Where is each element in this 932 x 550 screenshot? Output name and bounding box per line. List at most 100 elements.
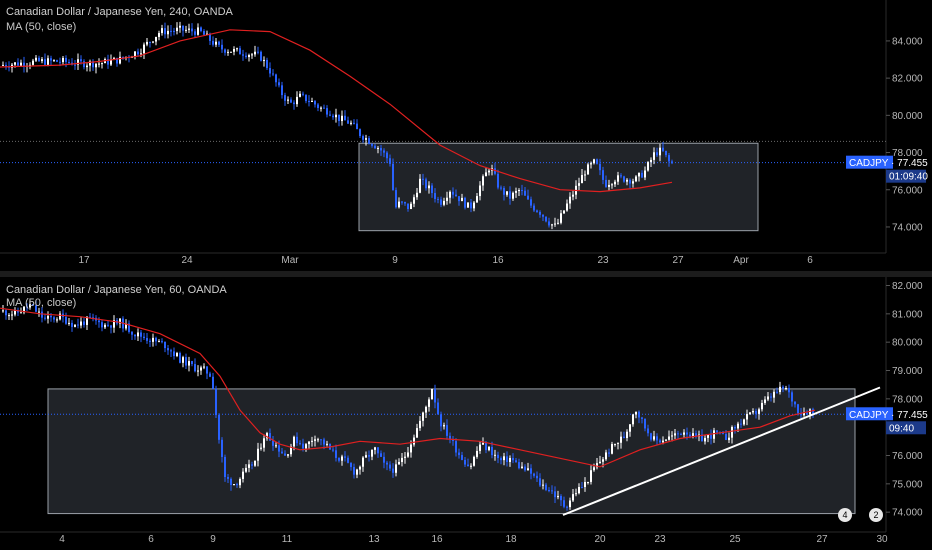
candle [446,191,448,205]
candle-body [623,436,625,439]
candle [260,50,262,62]
candle [401,453,403,467]
candle-body [662,440,664,443]
candle-body [377,148,379,150]
candle-body [422,178,424,180]
candle-body [500,187,502,189]
candle-body [47,58,49,65]
candle [524,464,526,472]
candle [329,110,331,117]
chart-panel-60[interactable]: 82.00081.00080.00079.00078.00077.00076.0… [0,277,932,550]
candle-body [200,27,202,32]
candle-body [302,443,304,449]
price-chart-60[interactable]: 82.00081.00080.00079.00078.00077.00076.0… [0,277,932,550]
candle-body [317,439,319,441]
candle-body [539,211,541,215]
candle [401,200,403,205]
candle-body [626,431,628,439]
candle [746,409,748,426]
candle [497,169,499,190]
candle-body [464,197,466,208]
alert-icon[interactable]: 4 [838,508,852,522]
candle-body [83,61,85,68]
candle [467,202,469,208]
x-tick-label: 23 [597,255,609,266]
candle [134,334,136,340]
candle [671,431,673,442]
candle [188,23,190,33]
candle [509,186,511,205]
candle-body [773,391,775,398]
candle [167,25,169,39]
candle-body [293,436,295,447]
candle-body [557,222,559,224]
candle-body [113,320,115,328]
candle-body [668,436,670,440]
candle-body [365,455,367,458]
candle-body [167,348,169,351]
candle-body [257,51,259,53]
candle-body [281,85,283,96]
candle [683,429,685,439]
candle [287,96,289,104]
candle [782,385,784,393]
candle [578,177,580,191]
candle-body [803,412,805,416]
candle-body [410,203,412,210]
notes-icon[interactable]: 2 [869,508,883,522]
candle-body [581,175,583,184]
candle-body [599,461,601,464]
candle [5,62,7,70]
price-chart-240[interactable]: 84.000 82.000 80.000 78.000 76.000 74.000 17 24… [0,0,932,271]
x-tick-label: 23 [654,534,666,545]
candle [587,162,589,175]
candle [371,143,373,148]
candle [182,25,184,37]
candle [371,449,373,461]
candle [317,437,319,443]
candle-body [584,482,586,488]
candle-body [137,332,139,337]
candle [536,471,538,482]
candle [422,411,424,427]
candle-body [140,53,142,55]
candle [491,441,493,459]
candle-body [353,467,355,475]
x-tick-label: Apr [733,255,749,266]
chart-panel-240[interactable]: 84.000 82.000 80.000 78.000 76.000 74.000 17 24… [0,0,932,271]
pane-divider[interactable] [0,271,932,277]
candle [662,141,664,152]
candle-body [449,191,451,198]
candle-body [665,439,667,441]
candle [416,423,418,438]
candle-body [53,317,55,320]
candle-body [455,194,457,197]
candle-body [332,449,334,451]
candle-body [98,63,100,65]
candle-body [101,322,103,328]
candle [611,183,613,189]
candle-body [470,202,472,209]
candle-body [620,436,622,443]
candle [281,81,283,99]
candle-body [386,462,388,465]
candle [614,443,616,447]
candle [755,408,757,419]
candle-body [164,28,166,35]
candle-body [212,376,214,389]
candle [695,430,697,439]
candle [11,310,13,321]
candle [290,97,292,104]
candle [293,100,295,110]
candle [182,355,184,368]
candle [272,69,274,77]
candle [407,203,409,212]
candle [410,440,412,458]
candle [278,78,280,88]
candle [485,168,487,177]
candle-body [491,446,493,456]
candle-body [302,93,304,95]
candle [740,418,742,428]
candle-body [383,150,385,153]
candle-body [230,51,232,53]
